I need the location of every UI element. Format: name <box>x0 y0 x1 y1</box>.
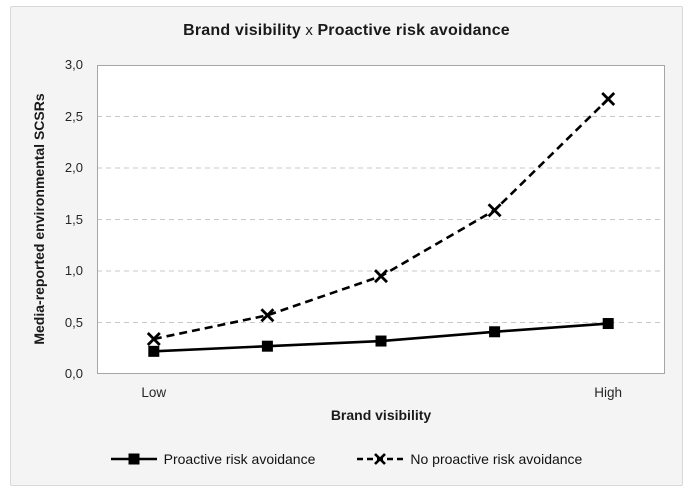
data-point-x <box>260 308 275 323</box>
y-tick-label: 2,0 <box>64 160 83 175</box>
legend-item-proactive: Proactive risk avoidance <box>110 451 316 467</box>
data-point-x <box>374 269 388 284</box>
x-axis-title: Brand visibility <box>330 407 432 423</box>
data-point-x <box>601 92 616 106</box>
x-tick-label-high: High <box>594 385 623 400</box>
chart-title-right: Proactive risk avoidance <box>317 22 510 39</box>
data-point-square <box>375 335 387 347</box>
legend: Proactive risk avoidance No proactive ri… <box>11 448 682 470</box>
legend-label-proactive: Proactive risk avoidance <box>163 451 316 467</box>
chart-title-left: Brand visibility <box>183 22 301 39</box>
y-tick-label: 1,5 <box>64 211 83 227</box>
data-point-x <box>487 203 502 218</box>
data-point-square <box>489 326 501 338</box>
data-point-square <box>261 340 273 352</box>
legend-label-no-proactive: No proactive risk avoidance <box>410 451 583 467</box>
y-tick-label: 2,5 <box>64 108 83 124</box>
chart-title-separator: x <box>301 22 318 39</box>
data-point-x <box>146 331 161 346</box>
legend-solid-square-marker-icon <box>110 453 157 465</box>
legend-item-no-proactive: No proactive risk avoidance <box>357 451 582 467</box>
data-point-square <box>602 318 614 330</box>
plot-border <box>97 65 665 374</box>
chart-figure: Brand visibility x Proactive risk avoida… <box>10 6 683 486</box>
chart-title: Brand visibility x Proactive risk avoida… <box>11 22 682 44</box>
data-point-square <box>148 345 160 357</box>
x-tick-label-low: Low <box>141 385 167 400</box>
y-tick-label: 3,0 <box>64 57 83 72</box>
legend-dashed-x-marker-icon <box>357 453 404 465</box>
y-tick-label: 0,0 <box>64 366 83 381</box>
plot-area <box>97 65 665 374</box>
y-tick-label: 1,0 <box>64 263 83 278</box>
y-tick-label: 0,5 <box>64 314 83 330</box>
